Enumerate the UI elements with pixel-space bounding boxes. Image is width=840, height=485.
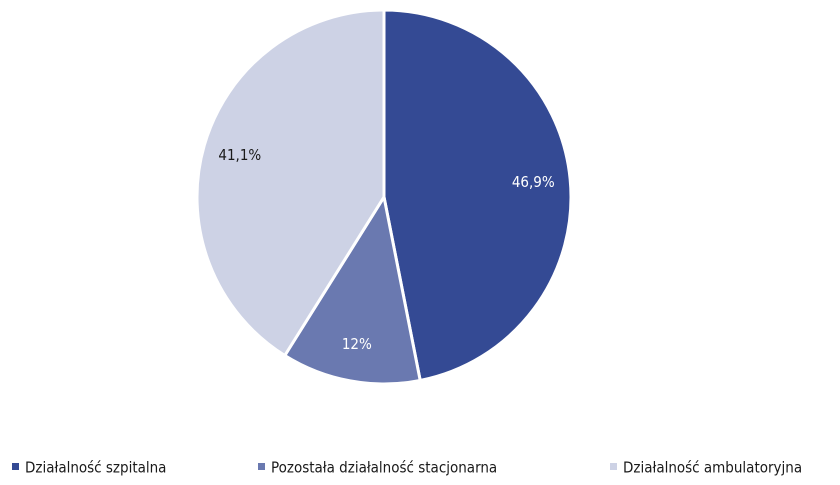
data-label: 46,9% — [512, 173, 555, 191]
legend-label: Pozostała działalność stacjonarna — [271, 459, 497, 477]
legend-label: Działalność szpitalna — [25, 459, 166, 477]
pie-slice — [283, 195, 422, 386]
legend-swatch — [610, 463, 617, 470]
data-label: 41,1% — [218, 146, 261, 164]
pie-slice — [382, 8, 573, 382]
legend-swatch — [258, 463, 265, 470]
pie-slice — [195, 8, 386, 358]
data-label: 12% — [342, 335, 372, 353]
legend-label: Działalność ambulatoryjna — [623, 459, 802, 477]
legend-swatch — [12, 463, 19, 470]
